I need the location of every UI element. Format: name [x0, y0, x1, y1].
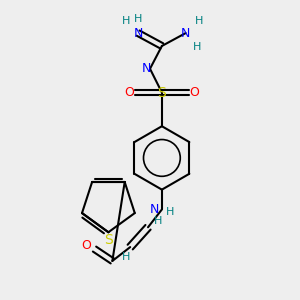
Text: N: N: [181, 27, 190, 40]
Text: N: N: [134, 27, 143, 40]
Text: H: H: [154, 216, 162, 226]
Text: N: N: [149, 203, 159, 216]
Text: N: N: [141, 62, 151, 75]
Text: H: H: [166, 207, 174, 218]
Text: H: H: [122, 252, 130, 262]
Text: O: O: [124, 86, 134, 99]
Text: O: O: [190, 86, 200, 99]
Text: H: H: [122, 16, 130, 26]
Text: H: H: [134, 14, 142, 24]
Text: H: H: [195, 16, 204, 26]
Text: S: S: [158, 85, 166, 100]
Text: H: H: [194, 42, 202, 52]
Text: S: S: [104, 233, 113, 247]
Text: O: O: [82, 238, 92, 252]
